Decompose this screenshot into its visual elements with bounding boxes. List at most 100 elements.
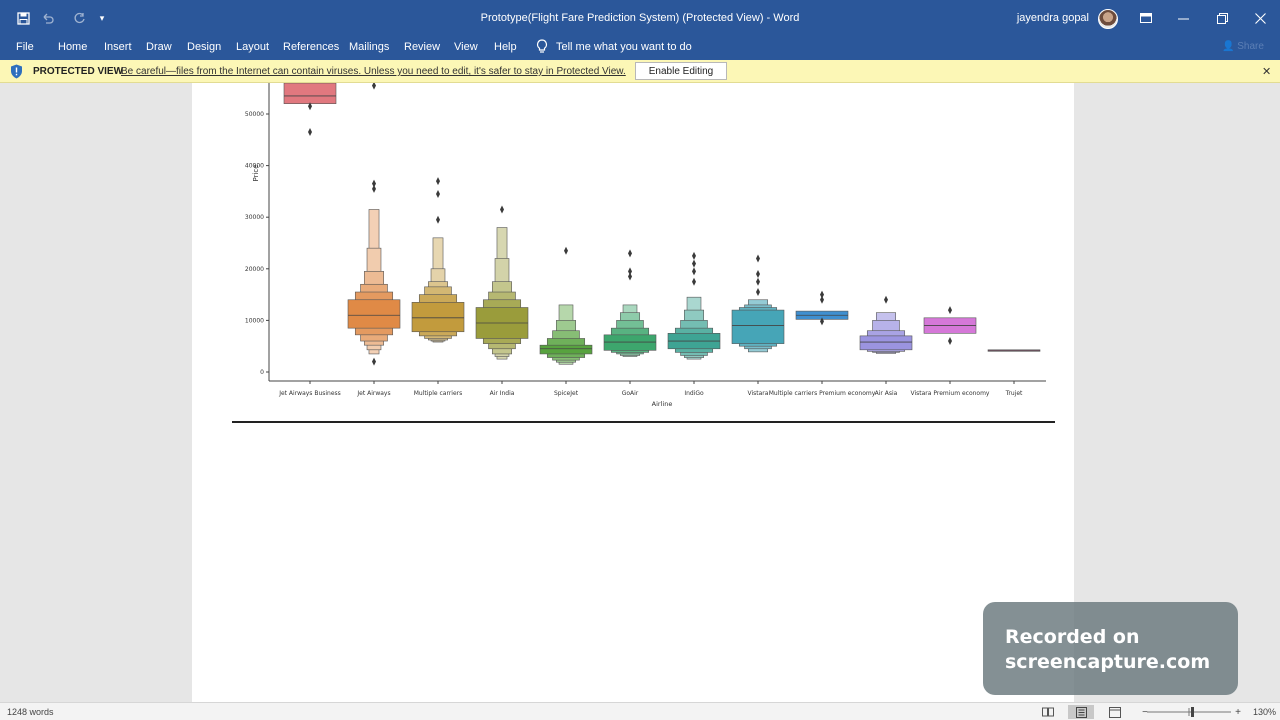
watermark-line-1: Recorded on <box>1005 626 1140 648</box>
zoom-in-icon[interactable]: + <box>1235 706 1241 718</box>
horizontal-rule <box>232 421 1055 423</box>
tab-view[interactable]: View <box>454 41 478 53</box>
tab-design[interactable]: Design <box>187 41 222 53</box>
x-tick-label: Air Asia <box>875 390 898 397</box>
recording-watermark: Recorded on screencapture.com <box>983 602 1238 695</box>
save-icon[interactable] <box>14 9 32 27</box>
ribbon-display-options-icon[interactable] <box>1127 0 1165 36</box>
y-tick-label: 20000 <box>245 266 264 273</box>
outlier-point <box>436 177 440 186</box>
outlier-point <box>372 357 376 366</box>
y-tick-label: 10000 <box>245 317 264 324</box>
outlier-point <box>756 277 760 286</box>
share-icon: 👤 <box>1222 41 1238 52</box>
tab-draw[interactable]: Draw <box>146 41 172 53</box>
boxen-box <box>347 299 401 329</box>
outlier-point <box>628 267 632 276</box>
outlier-point <box>820 290 824 299</box>
x-tick-label: Multiple carriers Premium economy <box>769 390 876 397</box>
x-tick-label: IndiGo <box>684 390 704 397</box>
outlier-point <box>628 249 632 258</box>
tab-home[interactable]: Home <box>58 41 88 53</box>
boxen-box <box>603 334 657 351</box>
share-button[interactable]: 👤 Share <box>1222 41 1264 52</box>
outlier-point <box>756 254 760 263</box>
shield-icon <box>10 64 23 82</box>
outlier-point <box>372 179 376 188</box>
outlier-point <box>500 205 504 214</box>
y-tick-label: 30000 <box>245 214 264 221</box>
tab-references[interactable]: References <box>283 41 340 53</box>
outlier-point <box>308 128 312 137</box>
outlier-point <box>756 288 760 297</box>
tab-help[interactable]: Help <box>494 41 517 53</box>
tell-me-search[interactable]: Tell me what you want to do <box>536 39 692 54</box>
watermark-line-2: screencapture.com <box>1005 651 1211 673</box>
close-icon[interactable] <box>1241 0 1279 36</box>
ribbon-tabs: File Home Insert Draw Design Layout Refe… <box>0 36 1280 60</box>
outlier-point <box>692 277 696 286</box>
zoom-level[interactable]: 130% <box>1253 707 1277 717</box>
x-tick-label: Jet Airways Business <box>278 390 341 397</box>
outlier-point <box>564 246 568 255</box>
x-tick-label: Vistara <box>748 390 769 397</box>
read-mode-icon[interactable] <box>1037 705 1059 719</box>
outlier-point <box>820 317 824 326</box>
y-tick-label: 0 <box>260 369 264 376</box>
minimize-icon[interactable] <box>1164 0 1202 36</box>
tab-review[interactable]: Review <box>404 41 441 53</box>
x-axis-label: Airline <box>652 400 673 408</box>
boxen-box <box>283 83 337 104</box>
x-tick-label: Air India <box>490 390 515 397</box>
outlier-point <box>372 83 376 90</box>
outlier-point <box>436 215 440 224</box>
boxen-chart: 0 10000 20000 30000 40000 50000 Jet Airways Bu… <box>245 83 1046 408</box>
boxen-box <box>731 309 785 344</box>
outlier-point <box>948 306 952 315</box>
outlier-point <box>628 272 632 281</box>
x-tick-label: Jet Airways <box>356 390 390 397</box>
boxen-box <box>539 344 593 355</box>
x-tick-label: Multiple carriers <box>414 390 463 397</box>
y-tick-label: 50000 <box>245 111 264 118</box>
avatar[interactable] <box>1098 9 1118 29</box>
outlier-point <box>820 295 824 304</box>
user-name[interactable]: jayendra gopal <box>1016 12 1089 24</box>
close-bar-icon[interactable]: ✕ <box>1262 66 1272 78</box>
word-count[interactable]: 1248 words <box>7 707 54 717</box>
x-tick-label: Trujet <box>1005 390 1023 397</box>
x-tick-label: GoAir <box>622 390 639 397</box>
status-bar: 1248 words − + 130% <box>0 702 1280 720</box>
protected-view-message[interactable]: Be careful—files from the Internet can c… <box>121 66 626 77</box>
lightbulb-icon <box>536 39 548 54</box>
tab-insert[interactable]: Insert <box>104 41 132 53</box>
y-axis-label: Price <box>252 164 260 181</box>
undo-icon[interactable] <box>38 9 56 27</box>
outlier-point <box>372 184 376 193</box>
outlier-point <box>308 102 312 111</box>
protected-view-bar: PROTECTED VIEW Be careful—files from the… <box>0 60 1280 83</box>
title-bar: ▾ Prototype(Flight Fare Prediction Syste… <box>0 0 1280 36</box>
zoom-out-icon[interactable]: − <box>1142 706 1148 718</box>
outlier-point <box>884 295 888 304</box>
share-label: Share <box>1237 41 1264 52</box>
x-tick-label: Vistara Premium economy <box>911 390 990 397</box>
outlier-point <box>692 259 696 268</box>
redo-icon[interactable] <box>70 9 88 27</box>
outlier-point <box>436 189 440 198</box>
tell-me-label: Tell me what you want to do <box>556 40 692 53</box>
tab-layout[interactable]: Layout <box>236 41 270 53</box>
tab-mailings[interactable]: Mailings <box>349 41 390 53</box>
tab-file[interactable]: File <box>16 41 34 53</box>
outlier-point <box>948 337 952 346</box>
boxen-box <box>411 302 465 333</box>
outlier-point <box>692 267 696 276</box>
customize-qat-icon[interactable]: ▾ <box>99 12 105 23</box>
zoom-slider[interactable] <box>1147 706 1231 718</box>
enable-editing-button[interactable]: Enable Editing <box>635 62 727 80</box>
restore-icon[interactable] <box>1203 0 1241 36</box>
outlier-point <box>692 251 696 260</box>
web-layout-icon[interactable] <box>1104 705 1126 719</box>
print-layout-icon[interactable] <box>1068 705 1094 719</box>
x-tick-label: SpiceJet <box>554 390 579 397</box>
